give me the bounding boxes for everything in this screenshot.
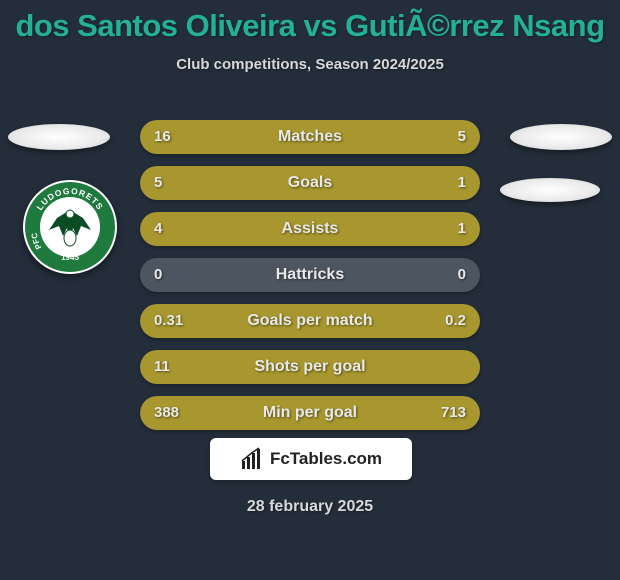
branding-text: FcTables.com [270, 449, 382, 469]
svg-text:1945: 1945 [61, 253, 79, 262]
page-date: 28 february 2025 [0, 498, 620, 516]
ludogorets-crest-icon: LUDOGORETS PFC 1945 [23, 180, 117, 274]
stat-row: 0.310.2Goals per match [140, 304, 480, 338]
stat-label: Hattricks [140, 258, 480, 292]
club-right-placeholder-icon [500, 178, 600, 202]
stat-row: 388713Min per goal [140, 396, 480, 430]
stat-label: Matches [140, 120, 480, 154]
stat-label: Goals [140, 166, 480, 200]
stat-label: Min per goal [140, 396, 480, 430]
stat-label: Goals per match [140, 304, 480, 338]
player-right-placeholder-icon [510, 124, 612, 150]
page-subtitle: Club competitions, Season 2024/2025 [0, 56, 620, 73]
stat-label: Assists [140, 212, 480, 246]
branding-badge: FcTables.com [210, 438, 412, 480]
stat-row: 00Hattricks [140, 258, 480, 292]
stat-row: 41Assists [140, 212, 480, 246]
player-left-placeholder-icon [8, 124, 110, 150]
stat-row: 51Goals [140, 166, 480, 200]
chart-icon [240, 447, 264, 471]
stat-row: 165Matches [140, 120, 480, 154]
stat-row: 11Shots per goal [140, 350, 480, 384]
stats-container: 165Matches 51Goals 41Assists 00Hattricks 0.3… [140, 120, 480, 442]
stat-label: Shots per goal [140, 350, 480, 384]
club-left-badge: LUDOGORETS PFC 1945 [23, 180, 117, 274]
page-title: dos Santos Oliveira vs GutiÃ©rrez Nsang [0, 0, 620, 44]
